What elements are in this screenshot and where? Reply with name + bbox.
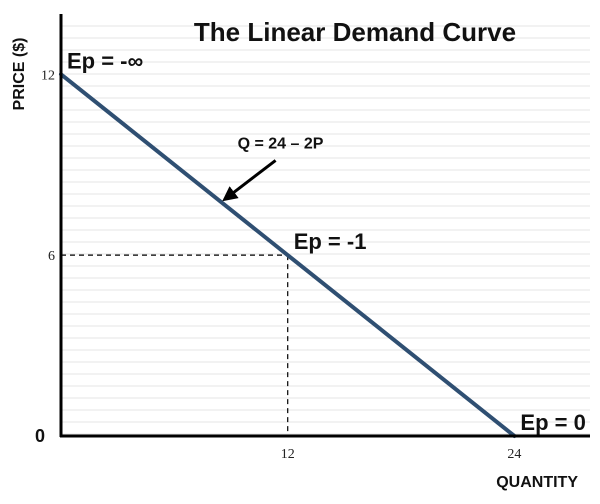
equation-label: Q = 24 – 2P xyxy=(238,135,324,152)
equation-arrow xyxy=(222,159,277,202)
x-tick-label: 24 xyxy=(507,447,521,462)
x-tick-labels: 12 24 xyxy=(281,447,522,462)
origin-label: 0 xyxy=(35,426,45,446)
annotations: Ep = -∞ Ep = -1 Ep = 0 Q = 24 – 2P xyxy=(67,48,586,435)
elasticity-label: Ep = -1 xyxy=(294,229,367,254)
elasticity-label: Ep = -∞ xyxy=(67,48,143,73)
chart-title: The Linear Demand Curve xyxy=(194,17,516,47)
x-axis-title: QUANTITY xyxy=(496,474,578,491)
series-layer xyxy=(59,72,517,438)
demand-curve-line xyxy=(59,72,517,438)
y-axis-title: PRICE ($) xyxy=(11,38,28,111)
y-tick-labels: 12 6 xyxy=(41,68,55,264)
x-tick-label: 12 xyxy=(281,447,295,462)
guide-lines xyxy=(61,254,289,436)
elasticity-label: Ep = 0 xyxy=(520,410,585,435)
y-tick-label: 6 xyxy=(48,249,55,264)
y-tick-label: 12 xyxy=(41,68,55,83)
grid xyxy=(61,25,590,435)
